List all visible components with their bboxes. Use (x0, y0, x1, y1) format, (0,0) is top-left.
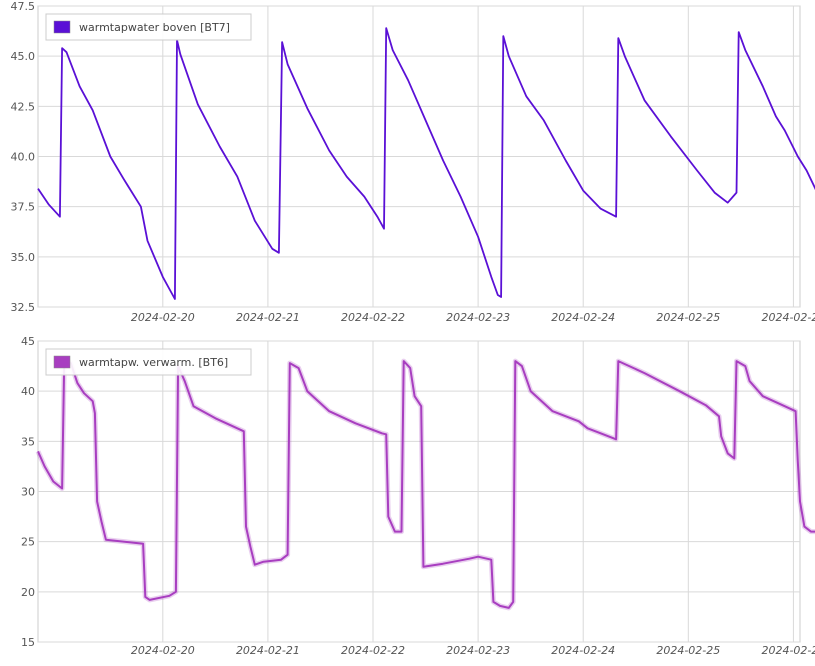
legend-box (45, 348, 252, 376)
x-tick-label: 2024-02-20 (131, 644, 195, 657)
series-line (37, 27, 815, 300)
x-tick-label: 2024-02-26 (761, 644, 815, 657)
legend-label[interactable]: warmtapwater boven [BT7] (79, 21, 230, 34)
legend-label[interactable]: warmtapw. verwarm. [BT6] (79, 356, 228, 369)
x-tick-label: 2024-02-25 (656, 644, 720, 657)
x-tick-label: 2024-02-24 (551, 644, 615, 657)
y-tick-label: 35.0 (11, 251, 36, 264)
y-tick-label: 20 (21, 586, 35, 599)
legend-swatch[interactable] (53, 20, 71, 34)
y-tick-label: 42.5 (11, 100, 36, 113)
x-tick-label: 2024-02-22 (341, 644, 405, 657)
chart-bt6-svg: 45 40 35 30 25 20 15 2024-02-20 2024-02-21 2024-0… (21, 335, 815, 657)
chart-bt7-svg: 47.5 45.0 42.5 40.0 37.5 35.0 32.5 2024-02-20 20… (11, 0, 815, 324)
chart-bt7: 47.5 45.0 42.5 40.0 37.5 35.0 32.5 2024-02-20 20… (0, 0, 815, 330)
x-tick-label: 2024-02-21 (236, 311, 300, 324)
y-tick-label: 30 (21, 486, 35, 499)
series-line (37, 357, 815, 609)
chart-bt6: 45 40 35 30 25 20 15 2024-02-20 2024-02-21 2024-0… (0, 333, 815, 666)
x-tick-label: 2024-02-24 (551, 311, 615, 324)
y-tick-label: 25 (21, 536, 35, 549)
y-tick-label: 15 (21, 636, 35, 649)
x-tick-label: 2024-02-26 (761, 311, 815, 324)
x-tick-label: 2024-02-23 (446, 311, 510, 324)
x-tick-label: 2024-02-23 (446, 644, 510, 657)
y-tick-label: 45 (21, 335, 35, 348)
x-tick-label: 2024-02-25 (656, 311, 720, 324)
y-tick-label: 37.5 (11, 201, 36, 214)
y-tick-label: 35 (21, 435, 35, 448)
x-tick-label: 2024-02-21 (236, 644, 300, 657)
legend-swatch[interactable] (53, 355, 71, 369)
x-tick-label: 2024-02-22 (341, 311, 405, 324)
legend-box (45, 13, 252, 41)
y-tick-label: 47.5 (11, 0, 36, 13)
y-tick-label: 32.5 (11, 301, 36, 314)
y-tick-label: 40 (21, 385, 35, 398)
y-tick-label: 40.0 (11, 151, 36, 164)
y-tick-label: 45.0 (11, 50, 36, 63)
x-tick-label: 2024-02-20 (131, 311, 195, 324)
